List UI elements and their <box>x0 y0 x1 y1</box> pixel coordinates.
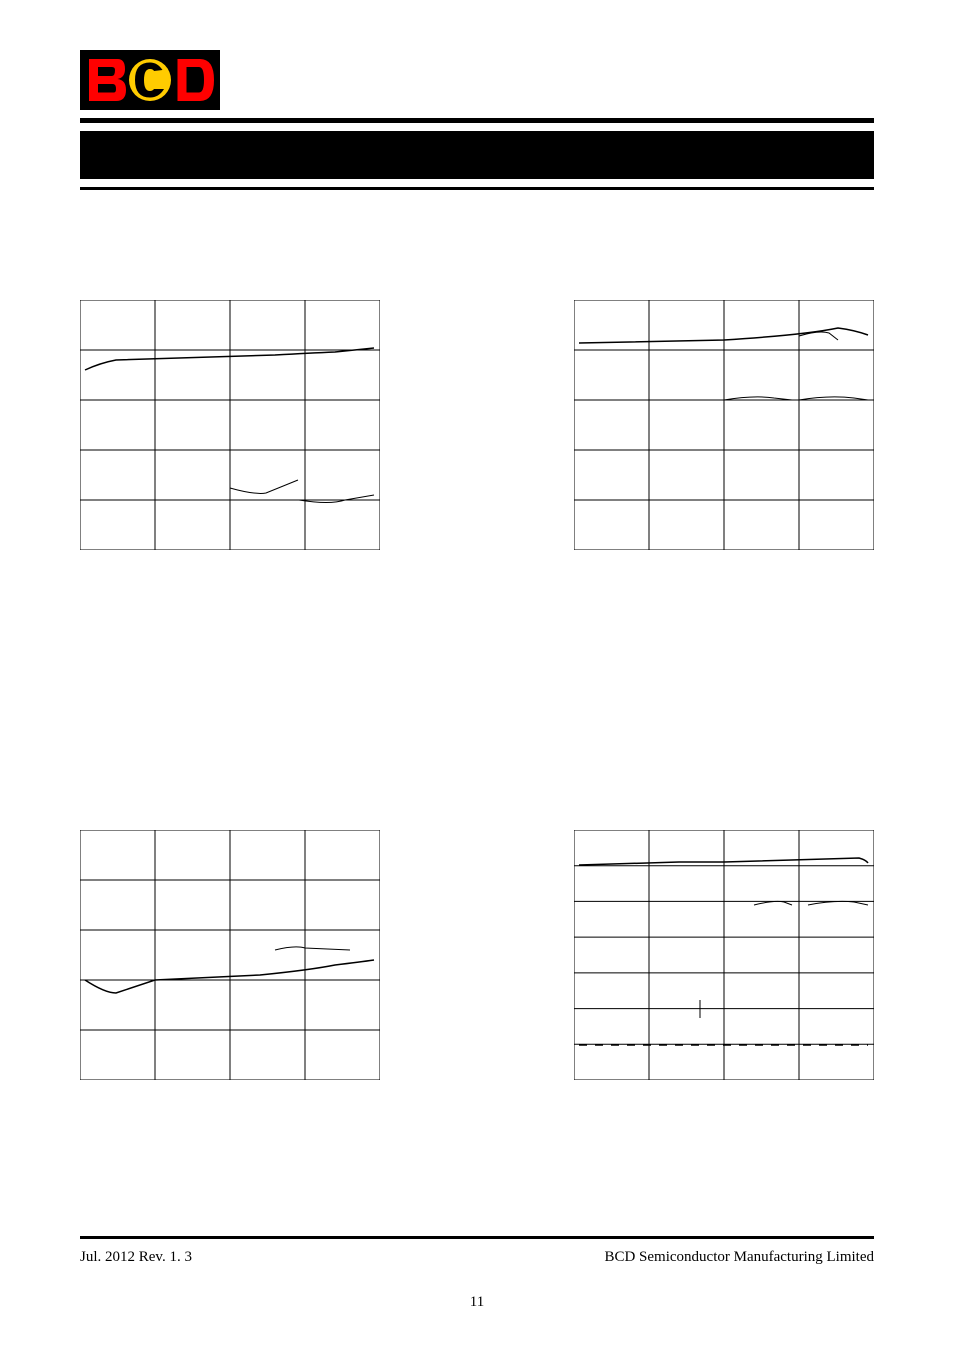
header-divider-top <box>80 118 874 123</box>
bcd-logo <box>80 50 220 110</box>
chart-4 <box>574 830 874 1080</box>
footer-divider <box>80 1236 874 1239</box>
chart-row-1 <box>80 300 874 550</box>
footer: Jul. 2012 Rev. 1. 3 BCD Semiconductor Ma… <box>80 1236 874 1311</box>
footer-right: BCD Semiconductor Manufacturing Limited <box>604 1249 874 1266</box>
chart-row-2 <box>80 830 874 1080</box>
chart-1 <box>80 300 380 550</box>
chart-3 <box>80 830 380 1080</box>
footer-text: Jul. 2012 Rev. 1. 3 BCD Semiconductor Ma… <box>80 1249 874 1266</box>
page-number: 11 <box>80 1294 874 1311</box>
footer-left: Jul. 2012 Rev. 1. 3 <box>80 1249 192 1266</box>
header-black-bar <box>80 131 874 179</box>
chart-2 <box>574 300 874 550</box>
charts-container <box>80 300 874 1080</box>
header-divider-bottom <box>80 187 874 190</box>
